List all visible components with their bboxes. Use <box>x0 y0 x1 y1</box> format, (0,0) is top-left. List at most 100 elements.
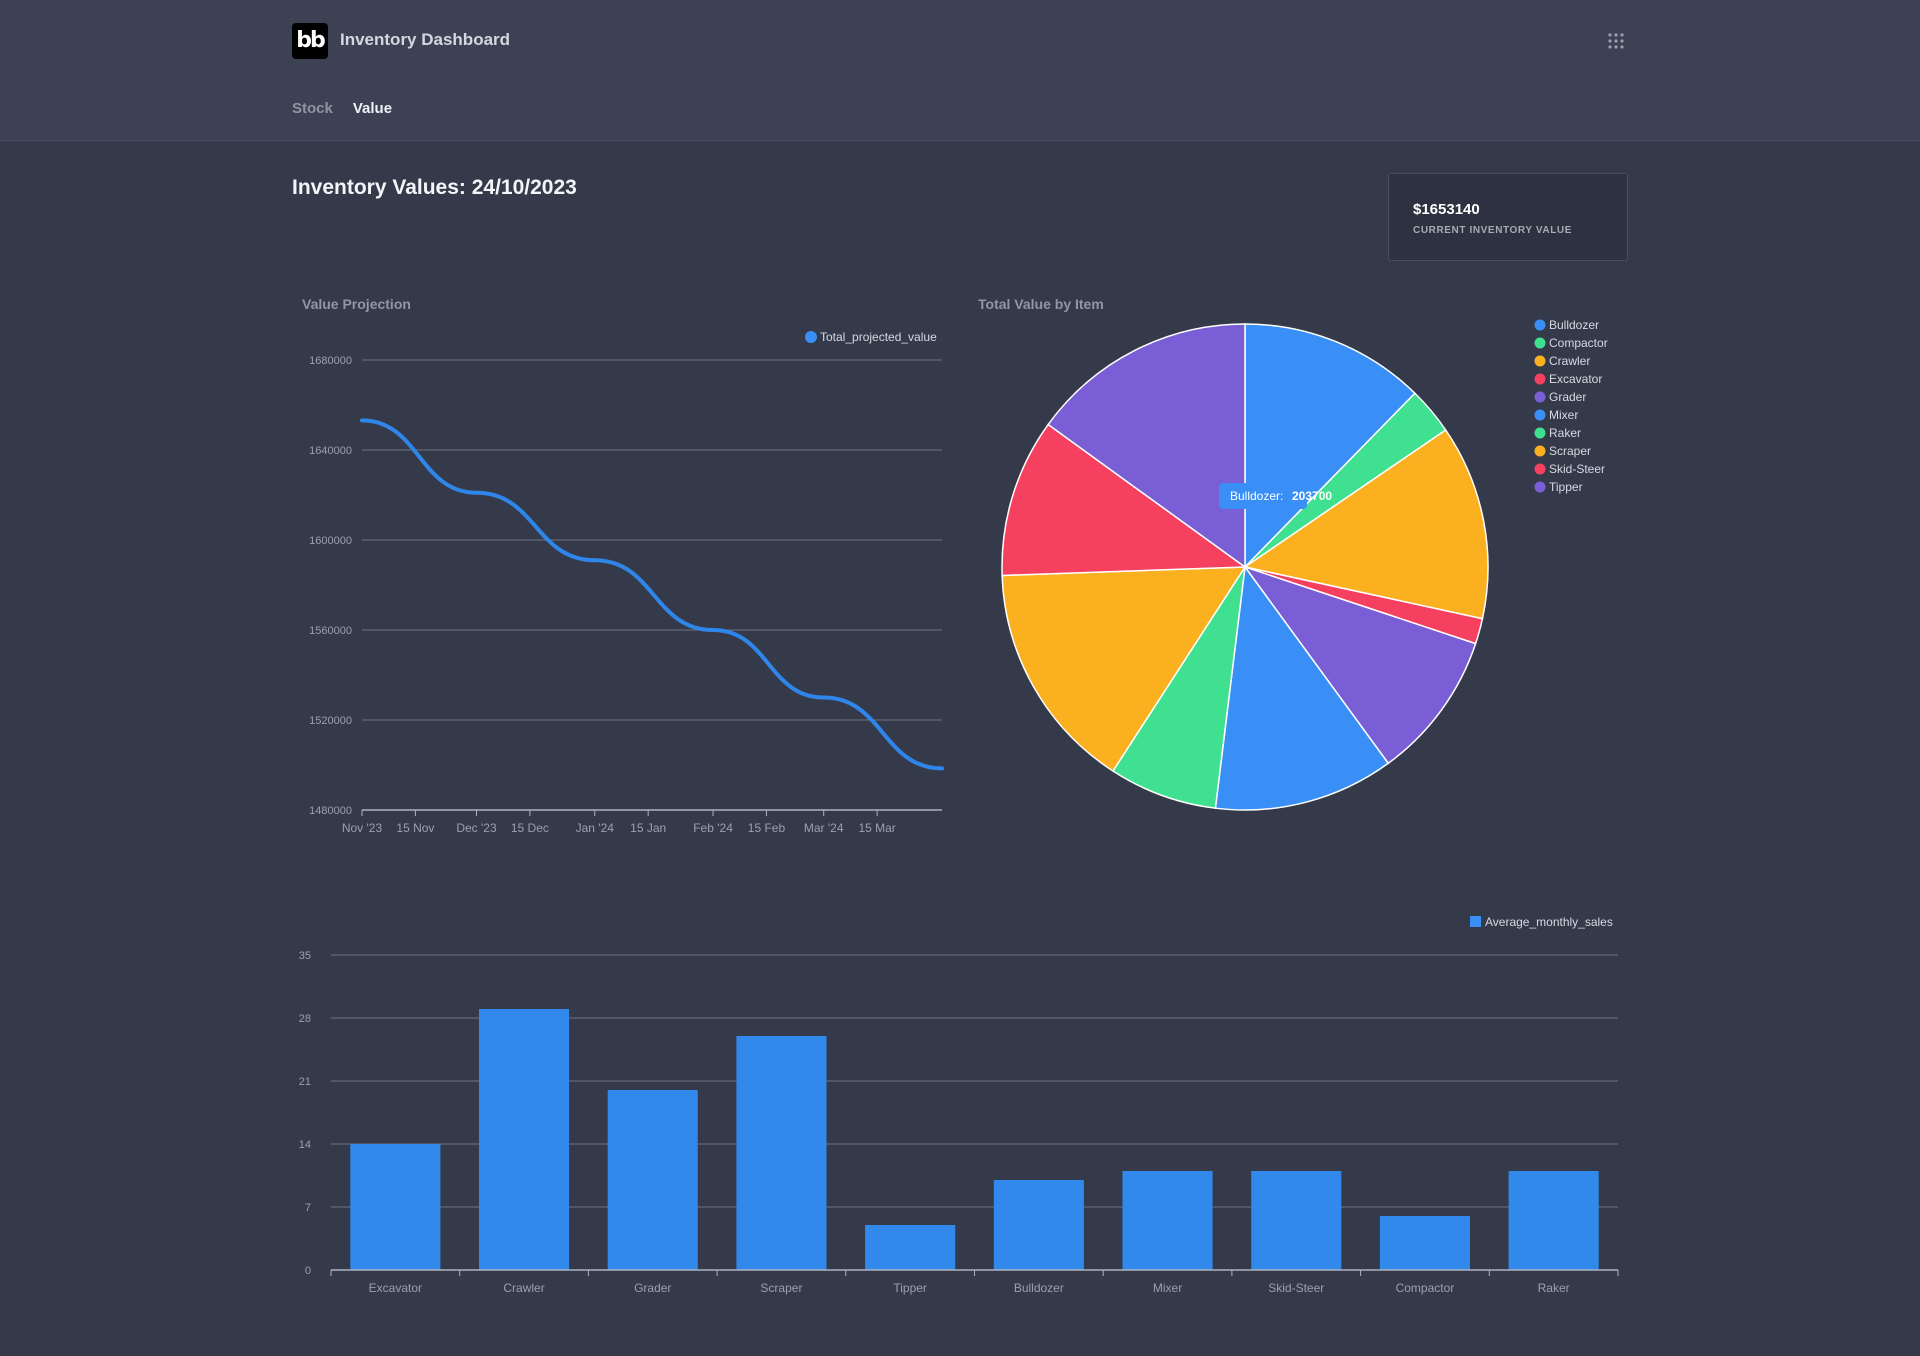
legend-item[interactable]: Compactor <box>1534 336 1608 350</box>
legend-marker <box>1534 373 1546 385</box>
legend-marker <box>1534 391 1546 403</box>
bar-skid-steer[interactable] <box>1251 1171 1342 1270</box>
x-tick-label: 15 Dec <box>511 821 549 835</box>
app-title: Inventory Dashboard <box>340 30 511 49</box>
bar-mixer[interactable] <box>1122 1171 1213 1270</box>
legend-label: Scraper <box>1549 444 1591 458</box>
y-tick-label: 1640000 <box>309 445 352 457</box>
chart-title: Total Value by Item <box>978 296 1104 312</box>
legend-marker <box>1534 481 1546 493</box>
chart-title: Value Projection <box>302 296 411 312</box>
grid-icon[interactable] <box>1608 33 1624 49</box>
y-tick-label: 35 <box>299 950 311 962</box>
legend-label: Crawler <box>1549 354 1590 368</box>
bar-scraper[interactable] <box>736 1036 827 1270</box>
x-tick-label: Compactor <box>1396 1281 1455 1295</box>
legend[interactable]: Total_projected_value <box>805 330 937 344</box>
series-line[interactable] <box>360 418 944 771</box>
legend-item[interactable]: Mixer <box>1534 408 1579 422</box>
legend-label: Grader <box>1549 390 1586 404</box>
x-tick-label: Excavator <box>369 1281 422 1295</box>
bar-chart: 0 7 14 21 28 35 Excavator Crawler Grader Scraper… <box>299 915 1619 1295</box>
bar-bulldozer[interactable] <box>993 1180 1084 1270</box>
x-tick-label: Crawler <box>503 1281 544 1295</box>
legend-item[interactable]: Scraper <box>1534 444 1592 458</box>
legend-marker <box>1534 337 1546 349</box>
bar-grader[interactable] <box>607 1090 698 1270</box>
y-tick-label: 1520000 <box>309 715 352 727</box>
tooltip-label: Bulldozer: <box>1230 489 1283 503</box>
legend-label: Average_monthly_sales <box>1485 915 1613 929</box>
legend-item[interactable]: Grader <box>1534 390 1587 404</box>
tooltip-box <box>1219 483 1307 509</box>
bar-excavator[interactable] <box>350 1144 441 1270</box>
legend-label: Tipper <box>1549 480 1583 494</box>
legend-label: Bulldozer <box>1549 318 1599 332</box>
stat-value: $1653140 <box>1413 201 1480 218</box>
legend-item[interactable]: Excavator <box>1534 372 1603 386</box>
y-tick-label: 1680000 <box>309 355 352 367</box>
x-tick-label: 15 Jan <box>630 821 666 835</box>
x-tick-label: Raker <box>1538 1281 1570 1295</box>
legend-marker <box>1534 463 1546 475</box>
legend-label: Compactor <box>1549 336 1608 350</box>
nav-tabs: Stock Value <box>292 100 392 117</box>
legend: Bulldozer Compactor Crawler Excavator Grader… <box>1534 318 1608 494</box>
legend-marker <box>1534 445 1546 457</box>
legend-marker <box>1534 409 1546 421</box>
x-tick-label: 15 Nov <box>396 821 434 835</box>
legend-item[interactable]: Bulldozer <box>1534 318 1600 332</box>
x-tick-label: Mar '24 <box>804 821 844 835</box>
x-tick-label: Bulldozer <box>1014 1281 1064 1295</box>
x-tick-label: Feb '24 <box>693 821 733 835</box>
x-tick-label: Scraper <box>760 1281 802 1295</box>
legend-item[interactable]: Crawler <box>1534 354 1591 368</box>
bar-crawler[interactable] <box>479 1009 570 1270</box>
pie-slice-mixer[interactable] <box>1214 565 1390 811</box>
y-tick-label: 0 <box>305 1265 311 1277</box>
x-tick-label: Mixer <box>1153 1281 1182 1295</box>
x-tick-label: 15 Feb <box>748 821 786 835</box>
pie-slice-tipper[interactable] <box>1047 323 1246 569</box>
x-tick-label: Nov '23 <box>342 821 383 835</box>
tooltip-value: 203700 <box>1292 489 1332 503</box>
legend-marker <box>1470 916 1481 927</box>
bar-tipper[interactable] <box>865 1225 956 1270</box>
y-tick-label: 1600000 <box>309 535 352 547</box>
legend-label: Total_projected_value <box>820 330 937 344</box>
pie-slice-skid-steer[interactable] <box>1001 423 1248 577</box>
x-tick-label: Skid-Steer <box>1268 1281 1324 1295</box>
legend-marker <box>1534 319 1546 331</box>
line-chart: Value Projection 1480000 1520000 1560000 16… <box>302 296 944 835</box>
top-bar: bb Inventory Dashboard Stock Value <box>0 0 1920 141</box>
legend-item[interactable]: Raker <box>1534 426 1582 440</box>
pie-slice-raker[interactable] <box>1111 566 1246 810</box>
tooltip: Bulldozer: 203700 <box>1219 483 1332 509</box>
tab-stock[interactable]: Stock <box>292 100 333 117</box>
stat-card: $1653140 CURRENT INVENTORY VALUE <box>1388 173 1628 261</box>
bars <box>350 1009 1599 1270</box>
pie-slice-crawler[interactable] <box>1243 428 1489 620</box>
legend-item[interactable]: Tipper <box>1534 480 1583 494</box>
y-tick-label: 1560000 <box>309 625 352 637</box>
x-tick-label: Jan '24 <box>576 821 615 835</box>
app-logo[interactable]: bb <box>292 23 328 59</box>
legend-item[interactable]: Skid-Steer <box>1534 462 1606 476</box>
x-tick-label: Tipper <box>893 1281 927 1295</box>
pie-chart: Total Value by Item Bulldozer Compactor Cr… <box>978 296 1608 811</box>
pie-slice-scraper[interactable] <box>1001 566 1247 773</box>
y-tick-label: 28 <box>299 1013 311 1025</box>
bar-compactor[interactable] <box>1379 1216 1470 1270</box>
y-axis: 1480000 1520000 1560000 1600000 1640000 16800… <box>309 355 352 817</box>
legend-marker <box>1534 355 1546 367</box>
x-tick-label: Dec '23 <box>456 821 497 835</box>
x-axis: Nov '23 15 Nov Dec '23 15 Dec Jan '24 15 Jan F… <box>342 809 942 835</box>
legend-marker <box>1534 427 1546 439</box>
x-tick-label: 15 Mar <box>858 821 895 835</box>
legend[interactable]: Average_monthly_sales <box>1470 915 1613 929</box>
pie-slice-grader[interactable] <box>1243 565 1477 765</box>
bar-raker[interactable] <box>1508 1171 1599 1270</box>
tab-value[interactable]: Value <box>352 100 393 117</box>
stat-label: CURRENT INVENTORY VALUE <box>1413 225 1572 236</box>
y-tick-label: 21 <box>299 1076 311 1088</box>
